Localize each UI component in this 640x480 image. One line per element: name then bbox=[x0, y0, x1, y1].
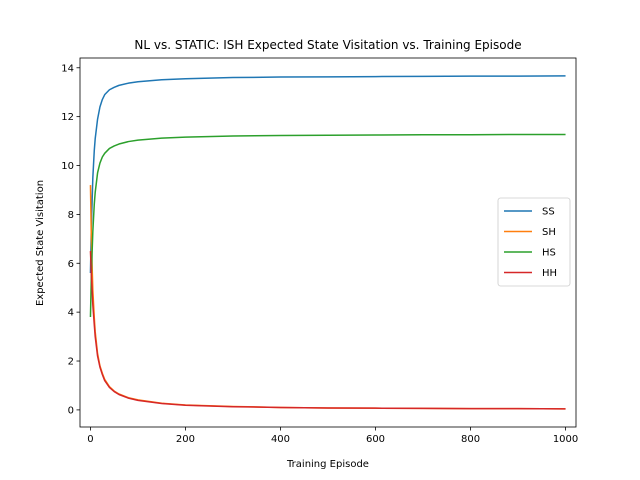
y-tick-label: 6 bbox=[68, 259, 74, 270]
series-line-sh bbox=[89, 185, 566, 410]
series-line-ss bbox=[89, 75, 566, 274]
x-tick-label: 200 bbox=[176, 434, 195, 445]
x-tick-label: 400 bbox=[271, 434, 290, 445]
legend: SS SH HS HH bbox=[497, 197, 571, 287]
x-tick-label: 0 bbox=[87, 434, 93, 445]
x-tick-label: 600 bbox=[366, 434, 385, 445]
y-tick-label: 14 bbox=[61, 63, 74, 74]
y-tick-label: 4 bbox=[68, 308, 74, 319]
legend-label: HS bbox=[542, 248, 556, 259]
y-tick-label: 0 bbox=[68, 405, 74, 416]
x-tick-label: 1000 bbox=[553, 434, 578, 445]
y-axis: 0 2 4 6 8 10 12 14 bbox=[61, 63, 80, 416]
x-axis: 0 200 400 600 800 1000 bbox=[87, 427, 578, 445]
y-tick-label: 8 bbox=[68, 210, 74, 221]
legend-label: HH bbox=[542, 268, 557, 279]
y-axis-label: Expected State Visitation bbox=[35, 180, 46, 306]
x-axis-label: Training Episode bbox=[286, 459, 369, 470]
series-line-hh bbox=[89, 251, 566, 410]
y-tick-label: 12 bbox=[61, 112, 74, 123]
plot-frame bbox=[79, 57, 577, 428]
legend-label: SS bbox=[542, 207, 555, 218]
x-tick-label: 800 bbox=[461, 434, 480, 445]
plot-lines bbox=[89, 75, 566, 410]
y-tick-label: 10 bbox=[61, 161, 74, 172]
legend-label: SH bbox=[542, 227, 556, 238]
chart-title: NL vs. STATIC: ISH Expected State Visita… bbox=[134, 38, 521, 52]
legend-box bbox=[497, 197, 571, 287]
y-tick-label: 2 bbox=[68, 357, 74, 368]
series-line-hs bbox=[89, 133, 566, 318]
